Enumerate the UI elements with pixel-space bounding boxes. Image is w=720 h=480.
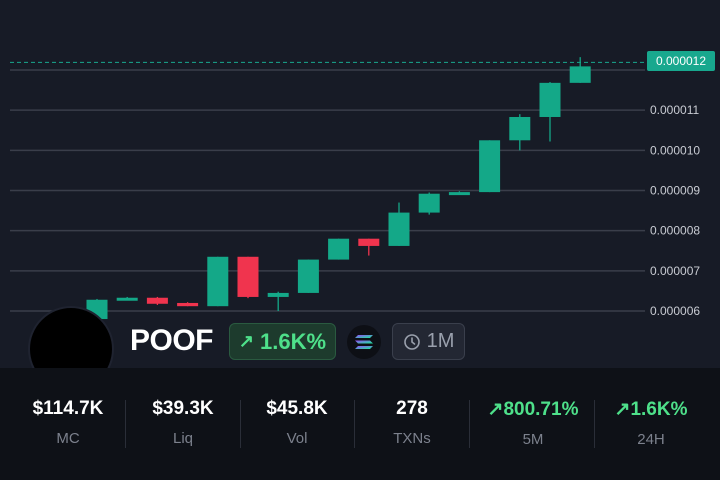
clock-icon [403,333,420,350]
candles [86,57,591,320]
token-name: POOF [130,324,214,357]
stats-bar: $114.7K MC $39.3K Liq $45.8K Vol 278 TXN… [0,368,720,480]
candle-down [358,238,380,246]
divider [354,400,355,448]
arrow-up-right-icon: ↗ [614,399,631,420]
price-chart[interactable]: 0.000006 0.000007 0.000008 0.000009 0.000010… [0,0,720,368]
candle-up [267,292,289,297]
stat-value-text: 800.71% [503,399,579,420]
divider [594,400,595,448]
y-tick-label: 0.000007 [650,264,700,278]
candle-down [146,297,168,304]
candle-up [328,238,350,260]
candle-down [237,256,259,297]
y-tick-label: 0.000008 [650,224,700,238]
candle-up [539,82,561,117]
token-age-badge: 1M [392,323,465,360]
stat-value: 278 [396,398,428,419]
stat-value: ↗800.71% [475,398,591,421]
candle-up [297,259,319,293]
candle-up [479,140,501,193]
token-age-value: 1M [426,330,455,352]
candle-down [177,302,199,307]
stat-liq: $39.3K Liq [133,398,233,447]
y-axis-ticks: 0.000006 0.000007 0.000008 0.000009 0.000010… [650,103,700,318]
y-tick-label: 0.000006 [650,304,700,318]
candle-up [207,256,229,307]
candle-up [418,193,440,213]
stat-label: 5M [522,431,544,448]
stat-value: $114.7K [32,398,104,419]
stat-5m: ↗800.71% 5M [475,398,591,448]
candle-up [116,297,138,301]
arrow-up-right-icon: ↗ [487,399,504,420]
stat-txns: 278 TXNs [362,398,462,447]
stat-24h: ↗1.6K% 24H [598,398,704,448]
stat-label: MC [56,430,80,447]
divider [469,400,470,448]
stat-label: 24H [637,431,665,448]
stat-value: ↗1.6K% [598,398,704,421]
y-tick-label: 0.000010 [650,143,700,157]
candle-up [388,212,410,246]
y-tick-label: 0.000009 [650,184,700,198]
divider [240,400,241,448]
chart-gridlines [10,69,645,312]
candle-up [448,192,470,196]
divider [125,400,126,448]
price-change-value: 1.6K% [260,328,327,354]
stat-value: $45.8K [266,398,328,419]
stat-value-text: 1.6K% [630,399,688,420]
current-price-tag: 0.000012 [647,51,715,71]
candle-up [509,116,531,141]
stat-label: Vol [286,430,308,447]
arrow-up-right-icon: ↗ [238,331,255,351]
stat-label: TXNs [393,430,431,447]
candle-up [569,66,591,83]
stat-value: $39.3K [152,398,214,419]
stat-mc: $114.7K MC [18,398,118,447]
y-tick-label: 0.000011 [650,103,699,117]
solana-icon[interactable] [347,325,381,359]
stat-label: Liq [172,430,194,447]
stat-vol: $45.8K Vol [247,398,347,447]
price-change-badge: ↗ 1.6K% [229,323,336,360]
